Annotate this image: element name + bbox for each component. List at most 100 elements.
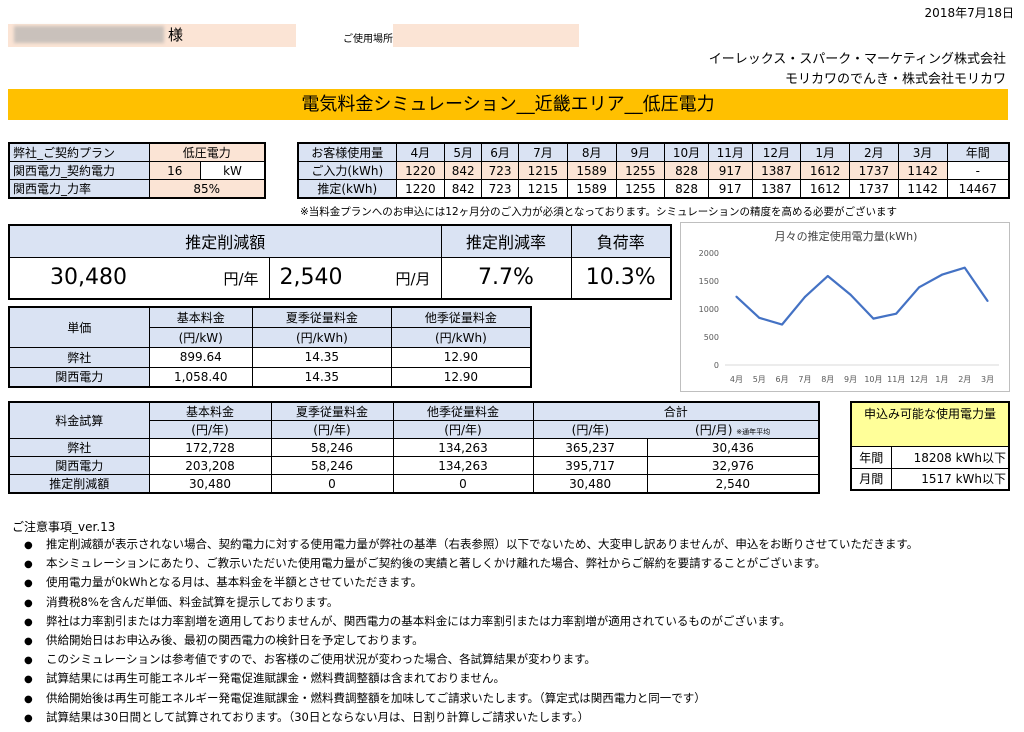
usage-input-cell: 828 <box>664 161 709 180</box>
price-cell: 14.35 <box>251 346 392 368</box>
document-date: 2018年7月18日 <box>924 6 1014 20</box>
usage-annual-header: 年間 <box>946 142 1010 162</box>
x-tick-label: 5月 <box>753 375 766 384</box>
usage-month-header: 10月 <box>664 142 709 162</box>
x-tick-label: 4月 <box>730 375 743 384</box>
usage-input-cell: 1737 <box>849 161 899 180</box>
y-tick-label: 500 <box>704 333 719 342</box>
calc-row-label: 関西電力 <box>8 456 150 475</box>
page-title: 電気料金シミュレーション__近畿エリア__低圧電力 <box>8 89 1008 120</box>
note-item: 供給開始後は再生可能エネルギー発電促進賦課金・燃料費調整額を加味してご請求いたし… <box>24 689 1014 708</box>
price-row-label: 弊社 <box>8 346 150 368</box>
plan-table: 弊社_ご契約プラン 低圧電力 関西電力_契約電力 16 kW 関西電力_力率 8… <box>8 142 266 199</box>
usage-chart-svg: 月々の推定使用電力量(kWh) 0 500 1000 1500 2000 4月 5月 6月 7月… <box>699 229 999 384</box>
x-tick-label: 10月 <box>864 375 882 384</box>
data-point <box>826 275 829 278</box>
x-tick-label: 2月 <box>958 375 971 384</box>
usage-est-cell: 1255 <box>615 179 666 199</box>
data-point <box>781 323 784 326</box>
calc-cell: 134,263 <box>392 438 534 457</box>
usage-input-cell: 723 <box>481 161 520 180</box>
data-point <box>986 300 989 303</box>
x-tick-label: 12月 <box>910 375 928 384</box>
x-tick-label: 11月 <box>887 375 905 384</box>
price-col-summer-unit: (円/kWh) <box>251 326 392 348</box>
data-point <box>918 286 921 289</box>
place-field <box>393 24 579 47</box>
price-cell: 1,058.40 <box>148 366 253 388</box>
unit-price-head: 単価 <box>8 306 150 348</box>
usage-month-header: 8月 <box>566 142 617 162</box>
price-cell: 12.90 <box>390 366 532 388</box>
usage-est-cell: 842 <box>444 179 483 199</box>
usage-est-cell: 1215 <box>518 179 568 199</box>
calc-table: 料金試算 基本料金 夏季従量料金 他季従量料金 合計 (円/年) (円/年) (… <box>8 401 820 494</box>
price-cell: 12.90 <box>390 346 532 368</box>
usage-month-header: 7月 <box>518 142 568 162</box>
usage-input-cell: 1142 <box>897 161 948 180</box>
calc-cell: 30,480 <box>532 474 648 494</box>
reduction-rate-value: 7.7% <box>440 256 572 300</box>
note-item: 消費税8%を含んだ単価、料金試算を提示しております。 <box>24 593 1014 612</box>
note-item: このシミュレーションは参考値ですので、お客様のご使用状況が変わった場合、各試算結… <box>24 650 1014 669</box>
summary-table: 推定削減額 推定削減率 負荷率 30,480 円/年 2,540 円/月 7.7% … <box>8 224 672 300</box>
place-label: ご使用場所 <box>343 34 393 45</box>
usage-est-cell: 1589 <box>566 179 617 199</box>
price-row-label: 関西電力 <box>8 366 150 388</box>
usage-month-header: 5月 <box>444 142 483 162</box>
series-line-usage <box>735 266 989 326</box>
usage-est-cell: 1142 <box>897 179 948 199</box>
calc-col-summer: 夏季従量料金 <box>270 401 394 421</box>
calc-cell: 2,540 <box>646 474 820 494</box>
calc-month-note: ※通年平均 <box>736 428 771 436</box>
calc-col-total: 合計 <box>532 401 820 421</box>
usage-input-cell: 917 <box>707 161 753 180</box>
available-label: 年間 <box>850 445 892 469</box>
calc-cell: 30,436 <box>646 438 820 457</box>
calc-cell: 30,480 <box>148 474 272 494</box>
calc-col-summer-unit: (円/年) <box>270 420 394 439</box>
calc-cell: 365,237 <box>532 438 648 457</box>
calc-row-label: 推定削減額 <box>8 474 150 494</box>
calc-cell: 58,246 <box>270 456 394 475</box>
note-item: 供給開始日はお申込み後、最初の関西電力の検針日を予定しております。 <box>24 631 1014 650</box>
data-point <box>735 295 738 298</box>
price-cell: 14.35 <box>251 366 392 388</box>
y-tick-label: 1500 <box>699 277 719 286</box>
calc-cell: 203,208 <box>148 456 272 475</box>
usage-month-header: 6月 <box>481 142 520 162</box>
calc-row-label: 弊社 <box>8 438 150 457</box>
notes-title: ご注意事項_ver.13 <box>12 520 116 534</box>
yearly-unit: 円/年 <box>223 270 259 289</box>
usage-input-cell: 1589 <box>566 161 617 180</box>
calc-total-year-unit: (円/年) <box>532 420 648 439</box>
available-value: 1517 kWh以下 <box>890 467 1010 491</box>
usage-month-header: 12月 <box>751 142 802 162</box>
calc-cell: 395,717 <box>532 456 648 475</box>
contract-power-label: 関西電力_契約電力 <box>8 161 150 180</box>
calc-total-month-unit: (円/月) <box>695 423 733 437</box>
usage-est-cell: 723 <box>481 179 520 199</box>
x-tick-label: 9月 <box>844 375 857 384</box>
load-label: 負荷率 <box>570 224 672 258</box>
note-item: 本シミュレーションにあたり、ご教示いただいた使用電力量がご契約後の実績と著しくか… <box>24 554 1014 573</box>
usage-month-header: 2月 <box>849 142 899 162</box>
notes-list: 推定削減額が表示されない場合、契約電力に対する使用電力量が弊社の基準（右表参照）… <box>24 535 1014 727</box>
contract-power-value: 16 <box>148 161 202 180</box>
available-value: 18208 kWh以下 <box>890 445 1010 469</box>
y-tick-label: 0 <box>714 361 719 370</box>
unit-price-table: 単価 基本料金 夏季従量料金 他季従量料金 (円/kW) (円/kWh) (円/… <box>8 306 532 388</box>
price-col-basic: 基本料金 <box>148 306 253 328</box>
power-factor-label: 関西電力_力率 <box>8 179 150 199</box>
calc-col-basic: 基本料金 <box>148 401 272 421</box>
calc-col-basic-unit: (円/年) <box>148 420 272 439</box>
usage-note: ※当料金プランへのお申込には12ヶ月分のご入力が必須となっております。シミュレー… <box>300 206 898 218</box>
usage-month-header: 1月 <box>800 142 850 162</box>
usage-header-label: お客様使用量 <box>297 142 397 162</box>
price-cell: 899.64 <box>148 346 253 368</box>
plan-value: 低圧電力 <box>148 142 266 162</box>
available-label: 月間 <box>850 467 892 491</box>
usage-input-cell: 1612 <box>800 161 850 180</box>
usage-est-cell: 1737 <box>849 179 899 199</box>
data-point <box>872 317 875 320</box>
